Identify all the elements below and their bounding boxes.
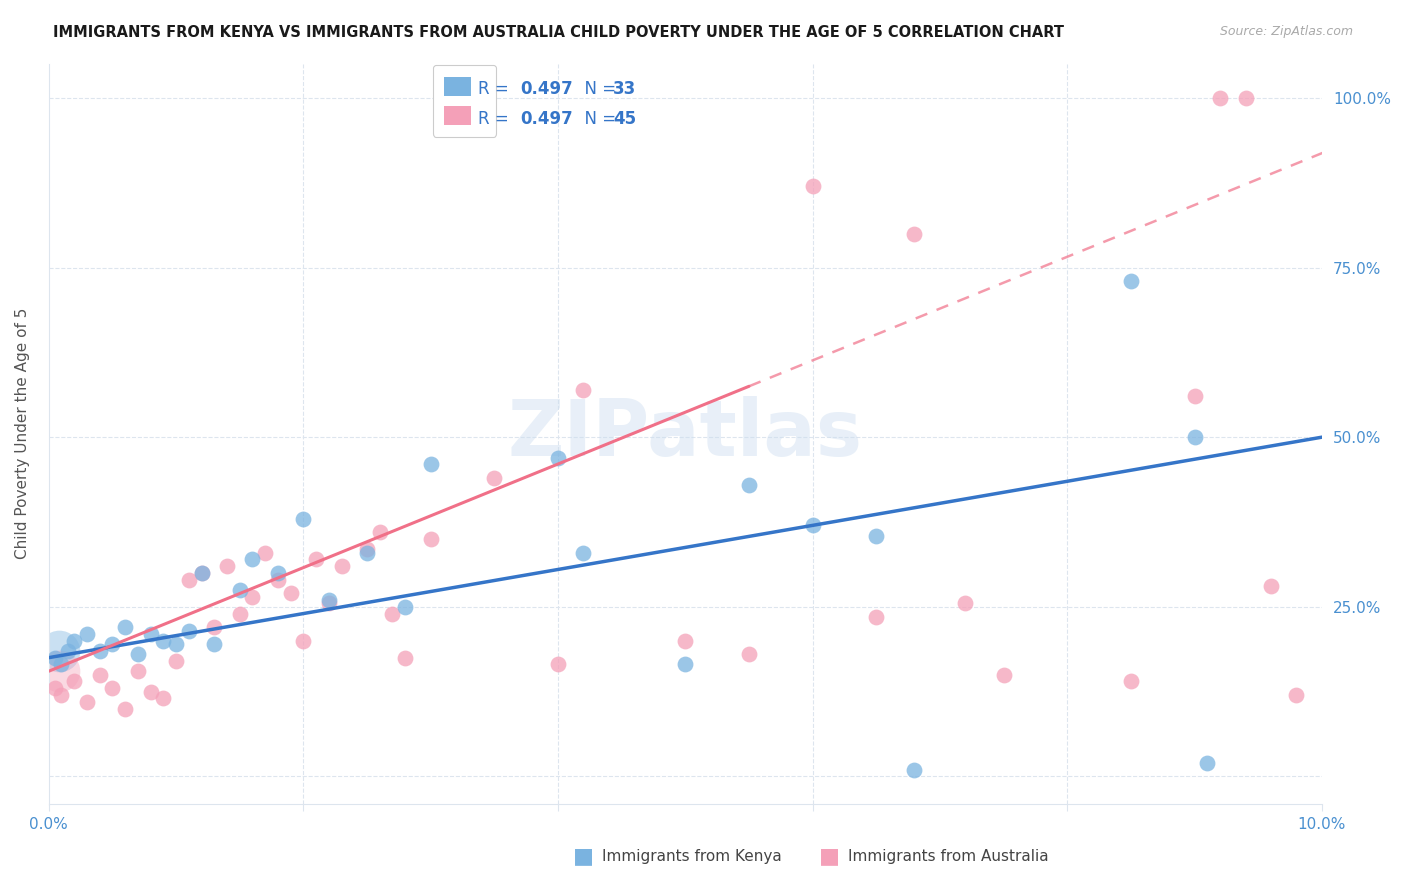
Point <box>572 545 595 559</box>
Point <box>139 627 162 641</box>
Point <box>394 599 416 614</box>
Point <box>63 674 86 689</box>
Point <box>1260 579 1282 593</box>
Point <box>51 688 73 702</box>
Point <box>76 695 98 709</box>
Point <box>356 545 378 559</box>
Text: R =: R = <box>478 110 515 128</box>
Text: ZIPatlas: ZIPatlas <box>508 396 863 472</box>
Point <box>738 647 761 661</box>
Text: 0.497: 0.497 <box>520 110 574 128</box>
Point <box>165 654 187 668</box>
Point <box>202 637 225 651</box>
Point <box>1209 91 1232 105</box>
Point <box>673 657 696 672</box>
Point <box>318 596 340 610</box>
Point <box>368 525 391 540</box>
Point <box>1119 274 1142 288</box>
Point <box>267 566 290 580</box>
Point <box>228 607 250 621</box>
Point <box>419 458 441 472</box>
Point <box>1184 389 1206 403</box>
Point <box>267 573 290 587</box>
Point <box>292 633 315 648</box>
Point <box>993 667 1015 681</box>
Point <box>394 650 416 665</box>
Point <box>356 542 378 557</box>
Point <box>177 624 200 638</box>
Point <box>305 552 328 566</box>
Point <box>63 633 86 648</box>
Point <box>673 633 696 648</box>
Point <box>955 596 977 610</box>
Point <box>89 644 111 658</box>
Point <box>215 559 238 574</box>
Point <box>1285 688 1308 702</box>
Point <box>801 518 824 533</box>
Text: ■: ■ <box>820 847 839 866</box>
Point <box>190 566 212 580</box>
Text: 33: 33 <box>613 80 637 98</box>
Legend: , : , <box>433 65 496 136</box>
Point <box>202 620 225 634</box>
Text: ■: ■ <box>574 847 593 866</box>
Point <box>547 450 569 465</box>
Text: R =: R = <box>478 80 515 98</box>
Point <box>1184 430 1206 444</box>
Point <box>177 573 200 587</box>
Point <box>738 477 761 491</box>
Point <box>76 627 98 641</box>
Point <box>242 552 264 566</box>
Point <box>547 657 569 672</box>
Point <box>165 637 187 651</box>
Point <box>330 559 353 574</box>
Point <box>292 511 315 525</box>
Text: Immigrants from Australia: Immigrants from Australia <box>848 849 1049 863</box>
Point <box>242 590 264 604</box>
Point <box>865 610 887 624</box>
Point <box>903 227 925 241</box>
Point <box>254 545 277 559</box>
Point <box>127 664 149 678</box>
Point <box>801 179 824 194</box>
Text: N =: N = <box>574 110 621 128</box>
Point <box>484 471 506 485</box>
Point <box>152 633 174 648</box>
Point <box>114 620 136 634</box>
Point <box>318 593 340 607</box>
Point <box>44 681 66 696</box>
Point <box>228 582 250 597</box>
Point <box>152 691 174 706</box>
Point <box>56 644 79 658</box>
Point <box>51 657 73 672</box>
Text: Source: ZipAtlas.com: Source: ZipAtlas.com <box>1219 25 1353 38</box>
Point <box>280 586 302 600</box>
Point <box>89 667 111 681</box>
Point <box>419 532 441 546</box>
Point <box>48 644 70 658</box>
Point <box>903 763 925 777</box>
Point <box>48 664 70 678</box>
Point <box>381 607 404 621</box>
Text: N =: N = <box>574 80 621 98</box>
Text: 0.497: 0.497 <box>520 80 574 98</box>
Point <box>101 637 124 651</box>
Point <box>190 566 212 580</box>
Point <box>101 681 124 696</box>
Point <box>44 650 66 665</box>
Point <box>1234 91 1257 105</box>
Point <box>865 528 887 542</box>
Text: Immigrants from Kenya: Immigrants from Kenya <box>602 849 782 863</box>
Point <box>572 383 595 397</box>
Point <box>1119 674 1142 689</box>
Point <box>114 701 136 715</box>
Text: IMMIGRANTS FROM KENYA VS IMMIGRANTS FROM AUSTRALIA CHILD POVERTY UNDER THE AGE O: IMMIGRANTS FROM KENYA VS IMMIGRANTS FROM… <box>53 25 1064 40</box>
Point <box>139 684 162 698</box>
Y-axis label: Child Poverty Under the Age of 5: Child Poverty Under the Age of 5 <box>15 308 30 559</box>
Text: 45: 45 <box>613 110 636 128</box>
Point <box>127 647 149 661</box>
Point <box>1197 756 1219 770</box>
